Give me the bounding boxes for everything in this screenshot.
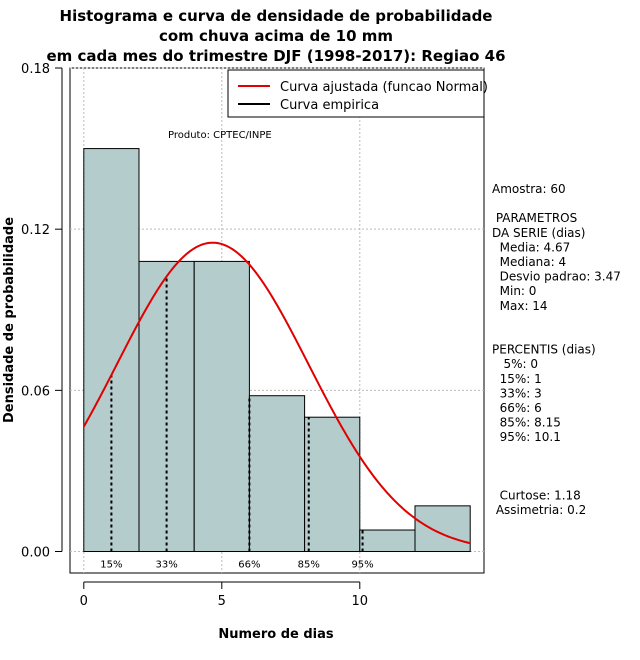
stat-line-8: Max: 14 [492,299,548,313]
legend-label-fit: Curva ajustada (funcao Normal) [280,80,488,95]
stat-line-0: Amostra: 60 [492,182,566,196]
legend: Curva ajustada (funcao Normal) Curva emp… [227,69,488,118]
percentile-label-1: 33% [155,560,177,571]
stat-line-12: 5%: 0 [492,357,538,371]
x-tick-label-0: 0 [80,594,88,609]
stat-line-14: 33%: 3 [492,386,542,400]
histogram-bar-3 [248,395,306,553]
normal-fit-curve [82,241,471,545]
stat-line-6: Desvio padrao: 3.47 [492,270,621,284]
y-tick-label-3: 0.18 [21,62,50,77]
stat-line-22: Assimetria: 0.2 [492,503,586,517]
y-axis-title: Densidade de probabilidade [2,217,17,423]
legend-box [227,69,485,118]
legend-label-empirical: Curva empirica [280,98,379,113]
percentile-label-3: 85% [298,560,320,571]
stat-line-13: 15%: 1 [492,372,542,386]
x-tick-label-1: 5 [218,594,226,609]
stat-line-7: Min: 0 [492,284,536,298]
percentile-lines: 15% 33% 66% 85% 95% [100,276,374,571]
stat-line-21: Curtose: 1.18 [492,489,581,503]
histogram-bars [83,148,471,553]
percentile-label-4: 95% [351,560,373,571]
stat-line-16: 85%: 8.15 [492,416,561,430]
x-axis-title: Numero de dias [218,627,334,642]
stat-line-11: PERCENTIS (dias) [492,343,596,357]
stat-line-5: Mediana: 4 [492,255,566,269]
x-tick-label-2: 10 [352,594,369,609]
chart-title-line-1: Histograma e curva de densidade de proba… [60,7,493,25]
stat-line-2: PARAMETROS [492,211,577,225]
histogram-bar-4 [304,416,361,553]
stat-line-4: Media: 4.67 [492,240,570,254]
histogram-bar-2 [193,260,250,553]
stat-line-3: DA SERIE (dias) [492,226,585,240]
y-tick-label-1: 0.06 [21,384,50,399]
percentile-label-2: 66% [238,560,260,571]
stat-line-17: 95%: 10.1 [492,430,561,444]
histogram-bar-5 [359,529,416,553]
product-annotation: Produto: CPTEC/INPE [168,130,272,141]
histogram-bar-6 [414,505,471,553]
chart-title-line-2: com chuva acima de 10 mm [159,27,393,45]
stat-line-15: 66%: 6 [492,401,542,415]
y-tick-label-2: 0.12 [21,223,50,238]
percentile-label-0: 15% [100,560,122,571]
chart-title-line-3: em cada mes do trimestre DJF (1998-2017)… [46,47,505,65]
axes: 0 5 10 0.00 0.06 0.12 0.18 [21,62,368,609]
y-tick-label-0: 0.00 [21,546,50,561]
